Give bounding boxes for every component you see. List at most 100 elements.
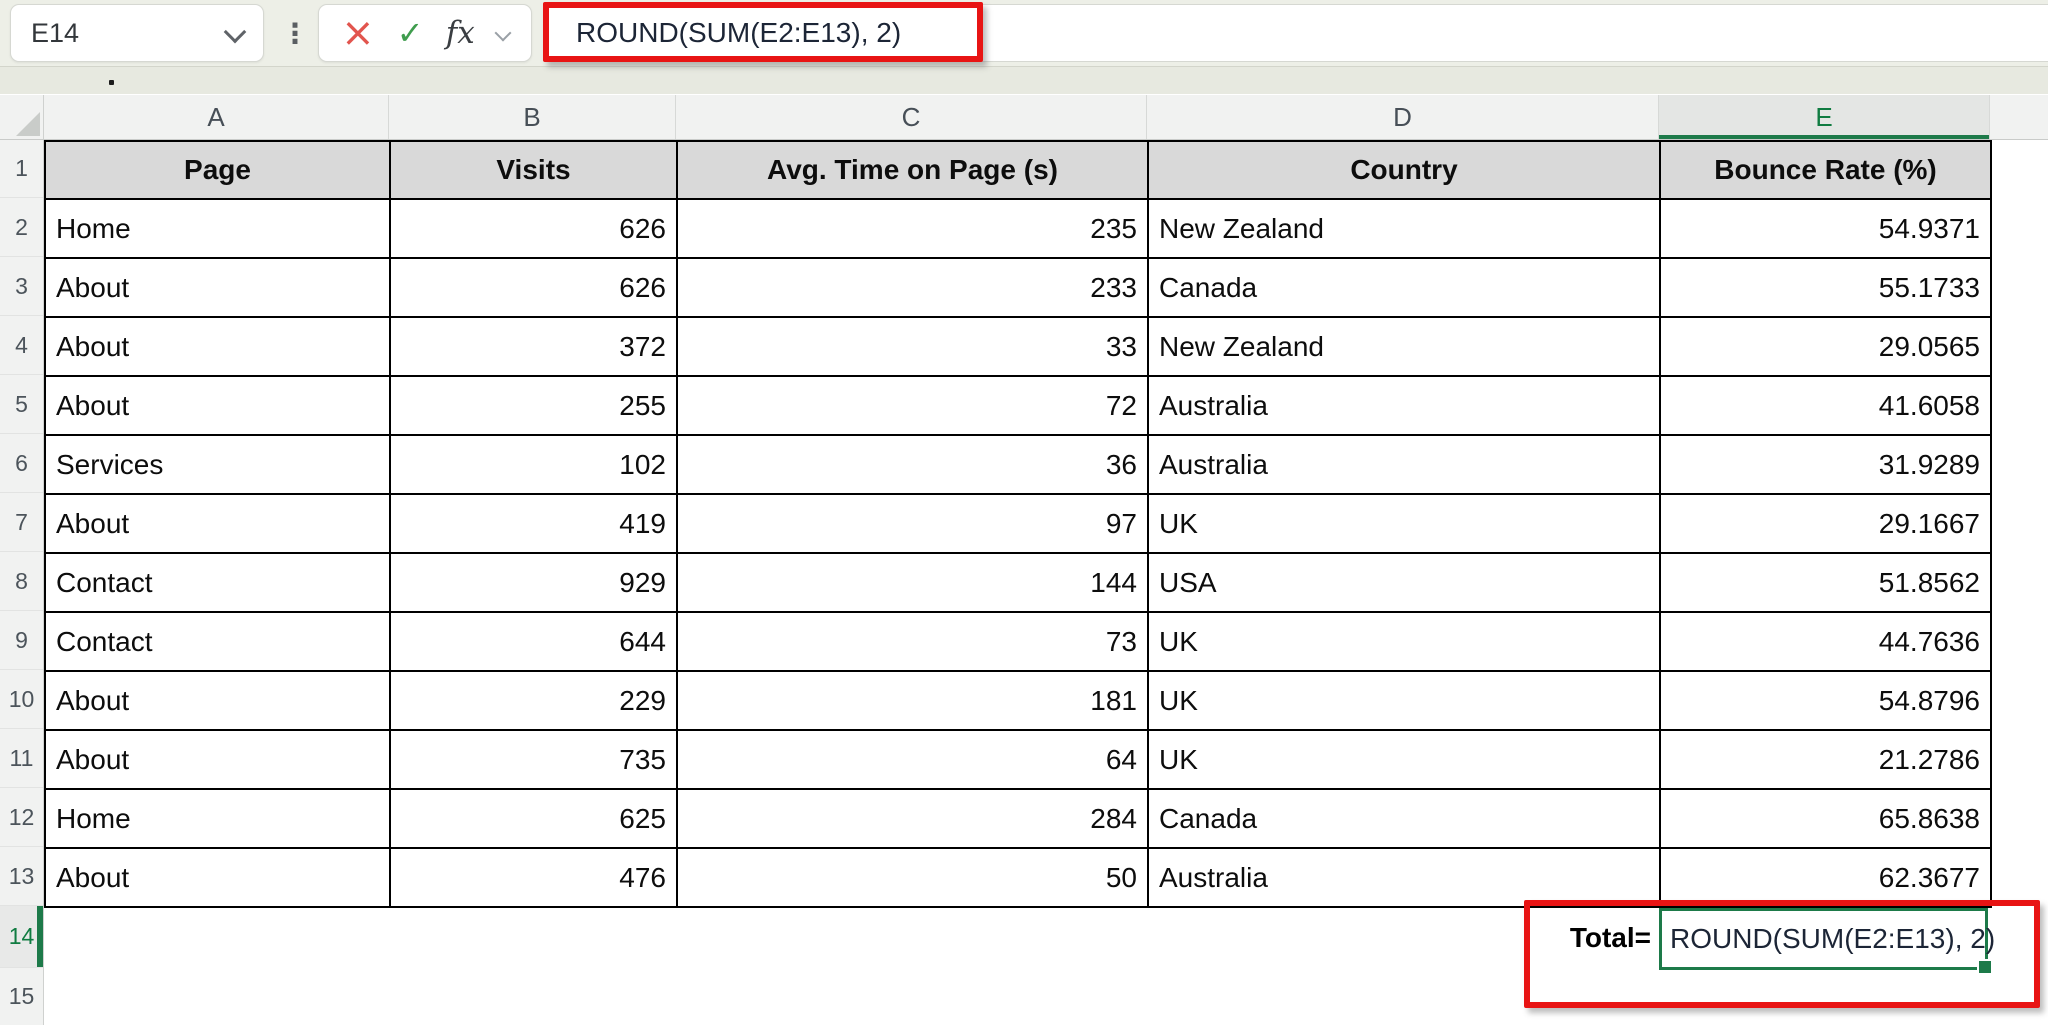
cell-bounce-rate[interactable]: 29.0565: [1659, 316, 1992, 377]
cell-bounce-rate[interactable]: 62.3677: [1659, 847, 1992, 908]
cell-page[interactable]: Services: [44, 434, 391, 495]
column-header-cell[interactable]: C: [676, 95, 1147, 139]
cell-avg-time[interactable]: 73: [676, 611, 1149, 672]
cell-bounce-rate[interactable]: 21.2786: [1659, 729, 1992, 790]
table-row: About 229 181 UK 54.8796: [44, 670, 1992, 731]
column-header-cell[interactable]: A: [44, 95, 389, 139]
formula-bar-input[interactable]: ROUND(SUM(E2:E13), 2): [545, 4, 2048, 62]
cell-avg-time[interactable]: 97: [676, 493, 1149, 554]
cell-page[interactable]: About: [44, 670, 391, 731]
cell-bounce-rate[interactable]: 44.7636: [1659, 611, 1992, 672]
cell-visits[interactable]: 229: [389, 670, 678, 731]
chevron-down-icon[interactable]: [223, 20, 247, 44]
cell-bounce-rate[interactable]: 54.8796: [1659, 670, 1992, 731]
cell-country[interactable]: Canada: [1147, 788, 1661, 849]
cell-country[interactable]: Australia: [1147, 375, 1661, 436]
cell-visits[interactable]: 419: [389, 493, 678, 554]
table-row: About 626 233 Canada 55.1733: [44, 257, 1992, 318]
name-box[interactable]: E14: [10, 4, 264, 62]
row-header-cell[interactable]: 3: [0, 257, 43, 316]
cell-avg-time[interactable]: 33: [676, 316, 1149, 377]
column-header-cell[interactable]: E: [1659, 95, 1990, 139]
cell-country[interactable]: Canada: [1147, 257, 1661, 318]
cell-visits[interactable]: 372: [389, 316, 678, 377]
cell-page[interactable]: About: [44, 257, 391, 318]
cell-page[interactable]: Contact: [44, 611, 391, 672]
cell-bounce-rate[interactable]: 65.8638: [1659, 788, 1992, 849]
cell-visits[interactable]: 625: [389, 788, 678, 849]
cell-page[interactable]: About: [44, 316, 391, 377]
cell-avg-time[interactable]: 50: [676, 847, 1149, 908]
row-header-cell[interactable]: 15: [8, 983, 35, 1009]
table-header-cell[interactable]: Avg. Time on Page (s): [676, 140, 1149, 200]
cell-country[interactable]: New Zealand: [1147, 198, 1661, 259]
row-header-cell[interactable]: 10: [0, 670, 43, 729]
cell-page[interactable]: About: [44, 375, 391, 436]
cell-page[interactable]: About: [44, 493, 391, 554]
table-header-cell[interactable]: Bounce Rate (%): [1659, 140, 1992, 200]
cell-bounce-rate[interactable]: 41.6058: [1659, 375, 1992, 436]
cell-country[interactable]: UK: [1147, 670, 1661, 731]
cell-bounce-rate[interactable]: 31.9289: [1659, 434, 1992, 495]
cell-country[interactable]: USA: [1147, 552, 1661, 613]
cell-visits[interactable]: 735: [389, 729, 678, 790]
row-header-cell[interactable]: 14: [0, 906, 43, 968]
cell-country[interactable]: UK: [1147, 611, 1661, 672]
fill-handle[interactable]: [1977, 959, 1993, 975]
total-label-cell[interactable]: Total=: [1569, 922, 1651, 953]
cell-avg-time[interactable]: 144: [676, 552, 1149, 613]
table-header-cell[interactable]: Visits: [389, 140, 678, 200]
cell-country[interactable]: New Zealand: [1147, 316, 1661, 377]
cell-page[interactable]: Home: [44, 198, 391, 259]
cancel-icon[interactable]: ×: [341, 10, 375, 56]
cell-visits[interactable]: 929: [389, 552, 678, 613]
cell-visits[interactable]: 644: [389, 611, 678, 672]
cell-avg-time[interactable]: 235: [676, 198, 1149, 259]
row-header-cell[interactable]: 13: [0, 847, 43, 906]
cell-visits[interactable]: 626: [389, 198, 678, 259]
cell-avg-time[interactable]: 233: [676, 257, 1149, 318]
cell-bounce-rate[interactable]: 55.1733: [1659, 257, 1992, 318]
enter-icon[interactable]: ✓: [396, 14, 424, 52]
cell-page[interactable]: Contact: [44, 552, 391, 613]
row-header-cell[interactable]: 8: [0, 552, 43, 611]
select-all-triangle-icon: [16, 112, 40, 136]
cell-visits[interactable]: 102: [389, 434, 678, 495]
cell-visits[interactable]: 255: [389, 375, 678, 436]
row-header-cell[interactable]: 7: [0, 493, 43, 552]
select-all-corner[interactable]: [0, 95, 44, 140]
cell-avg-time[interactable]: 72: [676, 375, 1149, 436]
row-header-cell[interactable]: 12: [0, 788, 43, 847]
formula-dropdown-chevron-icon[interactable]: [494, 24, 512, 42]
row-header-cell[interactable]: 4: [0, 316, 43, 375]
row-header-cell[interactable]: 6: [0, 434, 43, 493]
cell-page[interactable]: About: [44, 847, 391, 908]
table-header-cell[interactable]: Country: [1147, 140, 1661, 200]
cell-bounce-rate[interactable]: 51.8562: [1659, 552, 1992, 613]
cell-country[interactable]: UK: [1147, 493, 1661, 554]
cell-page[interactable]: Home: [44, 788, 391, 849]
cell-avg-time[interactable]: 36: [676, 434, 1149, 495]
cell-avg-time[interactable]: 64: [676, 729, 1149, 790]
cell-avg-time[interactable]: 284: [676, 788, 1149, 849]
table-header-cell[interactable]: Page: [44, 140, 391, 200]
row-header-cell[interactable]: 1: [0, 140, 43, 198]
cell-country[interactable]: Australia: [1147, 434, 1661, 495]
cell-bounce-rate[interactable]: 54.9371: [1659, 198, 1992, 259]
cell-avg-time[interactable]: 181: [676, 670, 1149, 731]
cell-bounce-rate[interactable]: 29.1667: [1659, 493, 1992, 554]
insert-function-icon[interactable]: fx: [445, 15, 475, 51]
row-header-cell[interactable]: 11: [0, 729, 43, 788]
cell-page[interactable]: About: [44, 729, 391, 790]
cell-country[interactable]: UK: [1147, 729, 1661, 790]
row-header-cell[interactable]: 9: [0, 611, 43, 670]
cell-visits[interactable]: 476: [389, 847, 678, 908]
column-header-cell[interactable]: B: [389, 95, 676, 139]
row-header-cell[interactable]: 2: [0, 198, 43, 257]
row-header-cell[interactable]: 5: [0, 375, 43, 434]
active-cell-text[interactable]: ROUND(SUM(E2:E13), 2): [1670, 923, 1996, 954]
cell-visits[interactable]: 626: [389, 257, 678, 318]
column-header-cell[interactable]: D: [1147, 95, 1659, 139]
cell-country[interactable]: Australia: [1147, 847, 1661, 908]
